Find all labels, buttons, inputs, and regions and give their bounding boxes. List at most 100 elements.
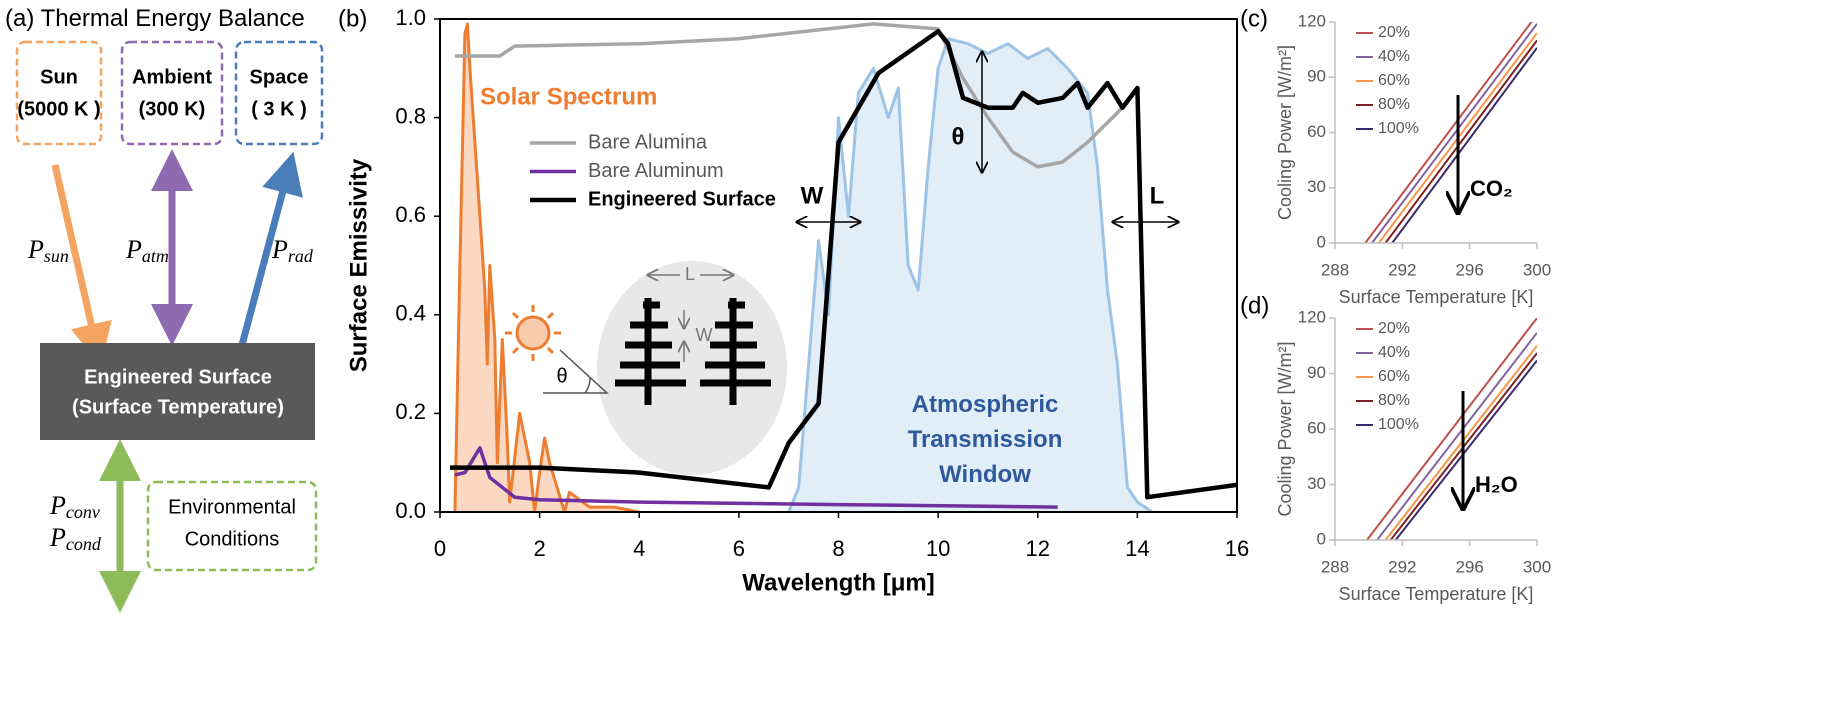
x-tick-label: 8 bbox=[832, 536, 844, 561]
annotation: θ bbox=[952, 123, 965, 150]
panel-label: (d) bbox=[1240, 292, 1269, 319]
x-tick-label: 288 bbox=[1321, 260, 1349, 279]
y-tick-label: 0.8 bbox=[395, 103, 426, 128]
y-tick-label: 0 bbox=[1317, 232, 1326, 251]
flux-label: Patm bbox=[125, 235, 169, 266]
inset-label: L bbox=[685, 264, 695, 284]
source-detail: (5000 K ) bbox=[17, 98, 100, 120]
x-tick-label: 2 bbox=[534, 536, 546, 561]
chart: (b) 0.0 0.2 0.4 0.6 0.8 1.0 0 2 4 6 8 10 12 14 16 Wavele… bbox=[338, 5, 1249, 597]
environment-text: Conditions bbox=[185, 528, 280, 550]
legend-label: 100% bbox=[1378, 120, 1419, 137]
series-line bbox=[1377, 333, 1537, 540]
y-tick-label: 0 bbox=[1317, 529, 1326, 548]
legend-label: 60% bbox=[1378, 368, 1410, 385]
legend-label: 20% bbox=[1378, 24, 1410, 41]
sun-box bbox=[17, 42, 101, 144]
x-tick-label: 300 bbox=[1523, 557, 1551, 576]
plot-frame bbox=[1335, 318, 1537, 540]
source-name: Ambient bbox=[132, 66, 212, 88]
x-tick-label: 300 bbox=[1523, 260, 1551, 279]
y-tick-label: 0.6 bbox=[395, 202, 426, 227]
x-tick-label: 292 bbox=[1388, 557, 1416, 576]
surface-box bbox=[40, 343, 315, 440]
y-tick-label: 0.2 bbox=[395, 399, 426, 424]
annotation: CO₂ bbox=[1470, 176, 1513, 201]
y-tick-label: 90 bbox=[1307, 67, 1326, 86]
annotation: H₂O bbox=[1475, 472, 1518, 497]
panel-label: (c) bbox=[1240, 5, 1268, 32]
area-label-line: Window bbox=[939, 461, 1031, 488]
y-tick-label: 120 bbox=[1298, 307, 1326, 326]
x-tick-label: 12 bbox=[1026, 536, 1050, 561]
panel-a-title: (a) Thermal Energy Balance bbox=[5, 5, 305, 32]
ambient-box bbox=[122, 42, 222, 144]
panel-label: (b) bbox=[338, 5, 367, 32]
y-tick-label: 120 bbox=[1298, 11, 1326, 30]
x-axis-title: Surface Temperature [K] bbox=[1339, 584, 1534, 604]
series-line bbox=[1386, 40, 1538, 243]
environment-text: Environmental bbox=[168, 496, 296, 518]
legend-label: Bare Aluminum bbox=[588, 160, 724, 182]
legend-label: 40% bbox=[1378, 48, 1410, 65]
y-tick-label: 60 bbox=[1307, 418, 1326, 437]
source-detail: (300 K) bbox=[139, 98, 206, 120]
area-label-line: Transmission bbox=[908, 426, 1063, 453]
legend-label: 60% bbox=[1378, 72, 1410, 89]
legend-label: 100% bbox=[1378, 416, 1419, 433]
series-line bbox=[1396, 361, 1537, 541]
inset-label: W bbox=[696, 325, 713, 345]
annotation: L bbox=[1150, 182, 1165, 209]
x-tick-label: 14 bbox=[1125, 536, 1149, 561]
legend-label: 80% bbox=[1378, 392, 1410, 409]
x-tick-label: 10 bbox=[926, 536, 950, 561]
surface-name: Engineered Surface bbox=[84, 366, 272, 388]
y-axis-title: Surface Emissivity bbox=[345, 158, 372, 372]
x-tick-label: 16 bbox=[1225, 536, 1249, 561]
flux-label: Psun bbox=[27, 235, 69, 266]
diagram-title: Thermal Energy Balance bbox=[41, 5, 305, 32]
space-box bbox=[236, 42, 322, 144]
y-axis-title: Cooling Power [W/m²] bbox=[1275, 45, 1295, 220]
source-detail: ( 3 K ) bbox=[251, 98, 307, 120]
y-tick-label: 0.4 bbox=[395, 301, 426, 326]
panel-a: (a) Thermal Energy Balance Sun (5000 K )… bbox=[5, 5, 322, 592]
legend-label: 40% bbox=[1378, 344, 1410, 361]
legend-label: Engineered Surface bbox=[588, 188, 776, 210]
y-tick-label: 30 bbox=[1307, 177, 1326, 196]
legend-label: Bare Alumina bbox=[588, 131, 708, 153]
area-label-line: Atmospheric bbox=[912, 391, 1059, 418]
y-tick-label: 1.0 bbox=[395, 5, 426, 30]
legend-label: 20% bbox=[1378, 320, 1410, 337]
figure: (a) Thermal Energy Balance Sun (5000 K )… bbox=[0, 0, 1831, 711]
y-tick-label: 0.0 bbox=[395, 498, 426, 523]
surface-detail: (Surface Temperature) bbox=[72, 396, 284, 418]
x-tick-label: 292 bbox=[1388, 260, 1416, 279]
flux-label: Pconv bbox=[49, 491, 100, 522]
area-label: Solar Spectrum bbox=[480, 83, 657, 110]
x-tick-label: 6 bbox=[733, 536, 745, 561]
x-axis-title: Wavelength [μm] bbox=[742, 569, 934, 596]
y-tick-label: 30 bbox=[1307, 474, 1326, 493]
source-name: Space bbox=[250, 66, 309, 88]
flux-label: Pcond bbox=[49, 523, 102, 554]
x-tick-label: 296 bbox=[1455, 260, 1483, 279]
x-tick-label: 296 bbox=[1455, 557, 1483, 576]
sun-icon bbox=[505, 305, 561, 361]
x-tick-label: 4 bbox=[633, 536, 645, 561]
x-tick-label: 0 bbox=[434, 536, 446, 561]
inset: L W θ bbox=[505, 261, 787, 475]
inset-label: θ bbox=[556, 365, 567, 387]
series-line bbox=[1392, 48, 1537, 243]
panel-label: (a) bbox=[5, 5, 34, 32]
y-axis-title: Cooling Power [W/m²] bbox=[1275, 341, 1295, 516]
arrow bbox=[238, 172, 288, 360]
legend-label: 80% bbox=[1378, 96, 1410, 113]
y-tick-label: 90 bbox=[1307, 363, 1326, 382]
annotation: W bbox=[801, 182, 824, 209]
x-tick-label: 288 bbox=[1321, 557, 1349, 576]
environment-box bbox=[148, 482, 316, 570]
y-tick-label: 60 bbox=[1307, 122, 1326, 141]
chart: (d) 0 30 60 90 120 288 292 296 300 Surface Tempera… bbox=[1240, 292, 1551, 603]
